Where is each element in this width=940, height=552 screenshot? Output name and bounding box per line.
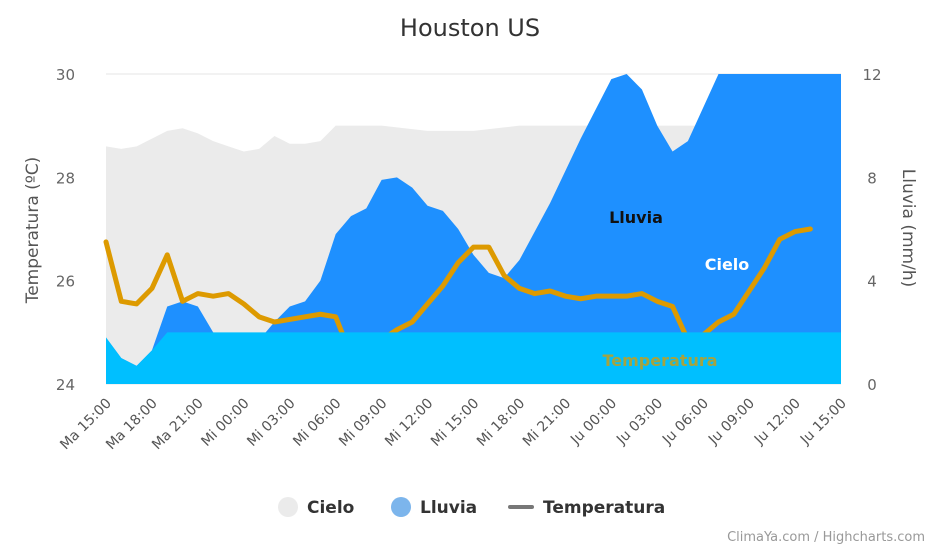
x-tick-4: Mi 03:00	[244, 396, 298, 450]
legend: Cielo Lluvia Temperatura	[278, 497, 665, 518]
x-tick-7: Mi 12:00	[382, 396, 436, 450]
x-tick-13: Ju 06:00	[659, 396, 712, 449]
x-tick-3: Mi 00:00	[198, 396, 252, 450]
legend-item-temperatura[interactable]: Temperatura	[508, 498, 665, 518]
x-tick-9: Mi 18:00	[474, 396, 528, 450]
chart-title: Houston US	[400, 14, 540, 42]
series-annotations: Lluvia Cielo Temperatura	[602, 208, 749, 370]
y-axis-right-title: Lluvia (mm/h)	[898, 169, 918, 287]
y-right-tick-0: 0	[867, 376, 877, 394]
series-area-band-3	[106, 332, 841, 384]
series-layer	[103, 74, 841, 385]
annotation-temperatura: Temperatura	[602, 351, 717, 370]
legend-symbol-temperatura	[508, 505, 534, 509]
x-tick-15: Ju 12:00	[751, 396, 804, 449]
legend-symbol-cielo	[278, 497, 298, 517]
x-tick-12: Ju 03:00	[613, 396, 666, 449]
y-left-ticks: 24 26 28 30	[56, 66, 75, 394]
x-tick-16: Ju 15:00	[797, 396, 850, 449]
y-right-tick-1: 4	[867, 273, 877, 291]
y-right-tick-2: 8	[867, 169, 877, 187]
annotation-lluvia: Lluvia	[609, 208, 663, 227]
x-tick-11: Ju 00:00	[567, 396, 620, 449]
y-left-tick-3: 30	[56, 66, 75, 84]
y-left-tick-1: 26	[56, 273, 75, 291]
y-right-ticks: 0 4 8 12	[862, 66, 881, 394]
legend-label-temperatura: Temperatura	[543, 498, 665, 518]
x-tick-5: Mi 06:00	[290, 396, 344, 450]
legend-label-cielo: Cielo	[307, 498, 354, 518]
x-tick-14: Ju 09:00	[705, 396, 758, 449]
legend-item-cielo[interactable]: Cielo	[278, 497, 354, 518]
y-left-tick-0: 24	[56, 376, 75, 394]
x-tick-6: Mi 09:00	[336, 396, 390, 450]
y-axis-left-title: Temperatura (ºC)	[23, 157, 43, 305]
credits-link[interactable]: ClimaYa.com / Highcharts.com	[727, 530, 925, 545]
series-area-lluvia	[106, 74, 841, 384]
legend-item-lluvia[interactable]: Lluvia	[391, 497, 477, 518]
legend-symbol-lluvia	[391, 497, 411, 517]
x-tick-10: Mi 21:00	[520, 396, 574, 450]
annotation-cielo: Cielo	[705, 255, 750, 274]
y-right-tick-3: 12	[862, 66, 881, 84]
y-left-tick-2: 28	[56, 169, 75, 187]
x-tick-8: Mi 15:00	[428, 396, 482, 450]
legend-label-lluvia: Lluvia	[420, 498, 477, 518]
